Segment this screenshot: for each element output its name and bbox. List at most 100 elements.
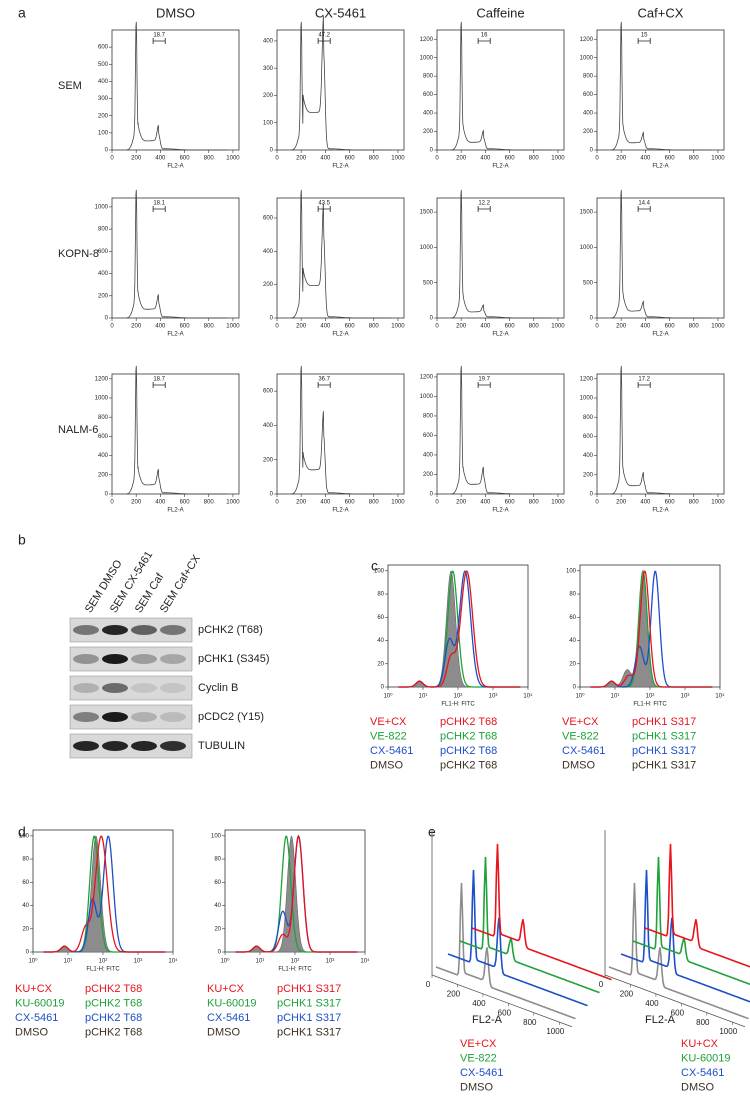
blot-band [131, 741, 157, 751]
plot-frame [111, 29, 240, 151]
panel-label: d [18, 824, 26, 840]
x-axis-label: FL2-A [167, 508, 183, 514]
y-tick-label: 1200 [580, 37, 594, 43]
x-axis-label: FL2-A [332, 508, 348, 514]
legend-target: pCHK1 S317 [277, 997, 341, 1009]
blot-band [131, 712, 157, 722]
y-tick-label: 0 [270, 148, 274, 154]
legend-sample: VE+CX [370, 716, 407, 728]
blot-band [160, 712, 186, 722]
x-tick-label: 0 [595, 500, 599, 506]
x-tick-label: 800 [529, 500, 540, 506]
y-tick-label: 0 [270, 492, 274, 498]
plot-frame [111, 197, 240, 319]
y-tick-label: 300 [98, 96, 109, 102]
x-tick-label: 800 [696, 1018, 710, 1027]
legend-sample: KU-60019 [15, 997, 65, 1009]
x-tick-label: 10⁰ [220, 958, 230, 965]
x-axis [604, 974, 746, 1028]
legend-target: pCHK2 T68 [440, 759, 497, 771]
legend-sample: CX-5461 [207, 1012, 250, 1024]
x-tick-label: 1000 [711, 324, 725, 330]
x-axis-label: FL2-A [492, 332, 508, 338]
x-axis-label: FL2-A [472, 1014, 503, 1026]
x-tick-label: 1000 [711, 156, 725, 162]
histogram-curve [611, 189, 712, 319]
lane-label: SEM Caf+CX [158, 552, 203, 615]
gate-bracket [477, 38, 491, 44]
x-tick-label: 10⁴ [168, 958, 178, 965]
x-tick-label: 1000 [546, 1027, 564, 1036]
x-tick-label: 10³ [134, 959, 143, 965]
legend-target: pCHK2 T68 [85, 983, 142, 995]
blot-band [73, 625, 99, 635]
y-tick-label: 200 [98, 113, 109, 119]
x-axis-label: FL2-A [492, 508, 508, 514]
x-axis-label: FL2-A [332, 332, 348, 338]
x-tick-label: 800 [204, 324, 215, 330]
y-tick-label: 400 [98, 271, 109, 277]
x-tick-label: 600 [671, 1008, 685, 1017]
x-tick-label: 10¹ [611, 694, 620, 700]
y-tick-label: 800 [98, 227, 109, 233]
y-tick-label: 200 [423, 472, 434, 478]
x-tick-label: 10³ [489, 694, 498, 700]
x-tick-label: 0 [110, 500, 114, 506]
waterfall-curve [608, 882, 749, 1020]
x-tick-label: 400 [320, 324, 331, 330]
y-tick-label: 800 [583, 415, 594, 421]
y-tick-label: 60 [569, 615, 576, 621]
x-tick-label: 600 [180, 156, 191, 162]
y-tick-label: 600 [583, 92, 594, 98]
legend-target: pCHK2 T68 [85, 1012, 142, 1024]
gate-bracket [477, 382, 491, 388]
histogram-curve [590, 569, 713, 688]
band-label: TUBULIN [198, 740, 245, 752]
x-tick-label: 10² [99, 959, 108, 965]
x-tick-label: 600 [505, 324, 516, 330]
waterfall-curve [620, 869, 750, 1003]
legend-entry: CX-5461 [681, 1067, 724, 1079]
legend-target: pCHK1 S317 [277, 1012, 341, 1024]
gate-bracket [152, 382, 166, 388]
blot-band [102, 741, 128, 751]
x-tick-label: 600 [665, 500, 676, 506]
histogram-curve [126, 365, 227, 495]
gate-label: 19.7 [478, 377, 490, 383]
x-tick-label: 600 [345, 324, 356, 330]
gate-label: 12.2 [478, 201, 490, 207]
x-tick-label: 10³ [326, 959, 335, 965]
x-tick-label: 1000 [391, 324, 405, 330]
x-tick-label: 600 [498, 1008, 512, 1017]
legend-target: pCHK1 S317 [277, 1026, 341, 1038]
x-tick-label: 10⁴ [715, 693, 725, 700]
x-tick-label: 600 [665, 324, 676, 330]
x-tick-label: 600 [505, 500, 516, 506]
x-tick-label: 0 [435, 500, 439, 506]
x-tick-label: 600 [505, 156, 516, 162]
x-tick-label: 200 [456, 156, 467, 162]
x-tick-label: 400 [640, 156, 651, 162]
plot-frame [436, 373, 565, 495]
y-tick-label: 1200 [580, 376, 594, 382]
legend-sample: KU+CX [15, 983, 53, 995]
legend-sample: VE-822 [370, 730, 407, 742]
blot-band [73, 683, 99, 693]
column-header: Caf+CX [638, 5, 684, 20]
blot-band [102, 654, 128, 664]
waterfall-curve [447, 869, 588, 1007]
panel-label: a [18, 5, 26, 21]
x-axis-label: FL2-A [492, 164, 508, 170]
row-label: SEM [58, 80, 82, 92]
x-axis-label: FL1-H: FITC [278, 967, 312, 973]
x-tick-label: 200 [616, 156, 627, 162]
histogram-curve [451, 365, 552, 495]
y-tick-label: 80 [377, 592, 384, 598]
x-tick-label: 400 [480, 156, 491, 162]
legend-sample: KU-60019 [207, 997, 257, 1009]
blot-band [131, 654, 157, 664]
band-label: pCHK2 (T68) [198, 624, 263, 636]
x-tick-label: 1000 [226, 500, 240, 506]
x-tick-label: 400 [155, 156, 166, 162]
